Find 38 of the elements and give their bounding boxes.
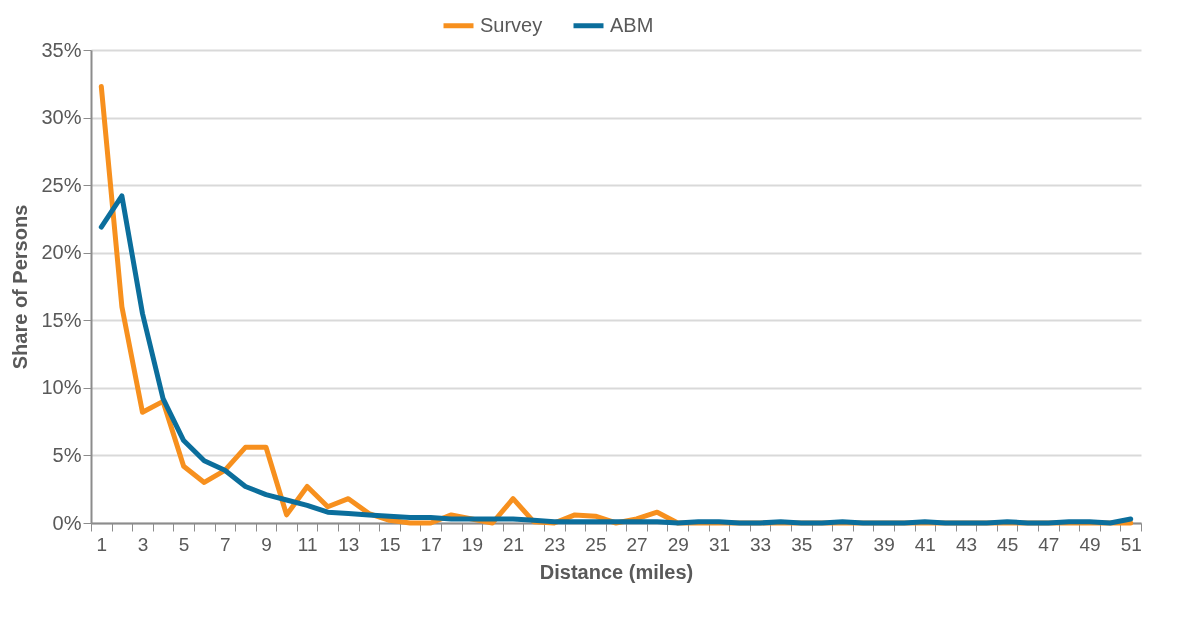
x-tick-label: 39	[873, 533, 895, 555]
x-tick-label: 23	[544, 533, 566, 555]
y-tick-label: 20%	[41, 241, 82, 264]
y-tick-label: 5%	[52, 443, 82, 466]
x-tick-label: 25	[585, 533, 607, 555]
x-tick-label: 31	[708, 533, 731, 555]
y-tick-label: 25%	[41, 173, 82, 196]
x-tick-label: 47	[1038, 533, 1060, 555]
x-tick-label: 3	[137, 533, 149, 555]
x-tick-label: 17	[420, 533, 442, 555]
x-tick-label: 49	[1079, 533, 1101, 555]
x-tick-label: 41	[914, 533, 936, 555]
y-tick-label: 10%	[41, 376, 82, 399]
legend-label: ABM	[610, 13, 654, 36]
x-tick-label: 37	[832, 533, 854, 555]
x-tick-label: 15	[379, 533, 401, 555]
x-tick-label: 45	[997, 533, 1019, 555]
x-tick-label: 19	[461, 533, 483, 555]
y-axis-title: Share of Persons	[9, 204, 32, 370]
x-tick-label: 29	[667, 533, 689, 555]
x-tick-label: 21	[502, 533, 525, 555]
y-tick-label: 15%	[41, 308, 82, 331]
legend-label: Survey	[480, 13, 543, 36]
x-tick-label: 9	[261, 533, 272, 555]
x-tick-label: 43	[955, 533, 978, 555]
y-tick-label: 35%	[41, 38, 82, 61]
y-tick-label: 0%	[52, 511, 82, 534]
x-tick-label: 35	[791, 533, 813, 555]
x-tick-label: 27	[626, 533, 648, 555]
x-tick-label: 13	[338, 533, 360, 555]
x-tick-label: 11	[297, 533, 318, 555]
x-tick-label: 1	[96, 533, 108, 555]
x-tick-label: 33	[750, 533, 772, 555]
x-tick-label: 7	[220, 533, 231, 555]
x-axis-title: Distance (miles)	[539, 560, 694, 583]
x-tick-label: 51	[1120, 533, 1142, 555]
x-tick-label: 5	[178, 533, 190, 555]
y-tick-label: 30%	[41, 106, 82, 129]
